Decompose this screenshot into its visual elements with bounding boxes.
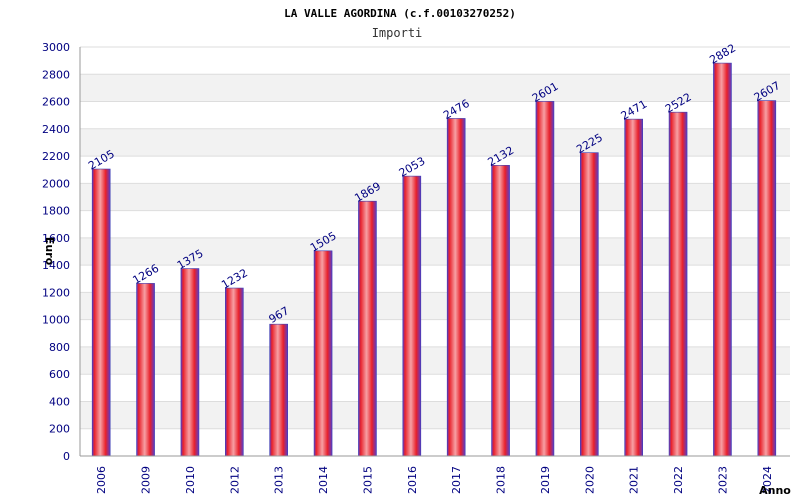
y-tick-label: 0 xyxy=(63,450,70,463)
y-tick-label: 2400 xyxy=(42,123,70,136)
x-tick-label: 2018 xyxy=(495,466,508,494)
x-tick-label: 2019 xyxy=(539,466,552,494)
grid-band xyxy=(80,47,790,75)
chart-title: LA VALLE AGORDINA (c.f.00103270252) xyxy=(284,7,516,20)
x-tick-label: 2024 xyxy=(761,466,774,494)
y-tick-label: 400 xyxy=(49,395,70,408)
x-tick-label: 2016 xyxy=(406,466,419,494)
bar xyxy=(313,250,333,457)
bar xyxy=(535,101,555,457)
x-tick-label: 2022 xyxy=(672,466,685,494)
y-tick-label: 800 xyxy=(49,341,70,354)
x-tick-label: 2017 xyxy=(450,466,463,494)
bar xyxy=(668,111,688,457)
chart-subtitle: Importi xyxy=(372,26,423,40)
x-tick-label: 2010 xyxy=(184,466,197,494)
bar xyxy=(358,200,377,457)
y-tick-label: 1200 xyxy=(42,286,70,299)
x-tick-label: 2015 xyxy=(361,466,374,494)
x-tick-label: 2020 xyxy=(583,466,596,494)
x-tick-label: 2014 xyxy=(317,466,330,494)
grid-band xyxy=(80,74,790,102)
bar xyxy=(580,152,599,457)
x-tick-label: 2009 xyxy=(140,466,153,494)
y-tick-label: 2600 xyxy=(42,96,70,109)
y-tick-label: 600 xyxy=(49,368,70,381)
y-tick-label: 2200 xyxy=(42,150,70,163)
bar xyxy=(180,268,200,457)
bar xyxy=(624,118,643,457)
bar xyxy=(491,165,510,457)
bar xyxy=(225,287,244,457)
x-tick-label: 2012 xyxy=(228,466,241,494)
x-tick-label: 2023 xyxy=(716,466,729,494)
bar xyxy=(269,323,288,457)
bar xyxy=(402,175,422,457)
bar xyxy=(757,100,777,457)
y-tick-label: 1400 xyxy=(42,259,70,272)
bar xyxy=(446,118,466,457)
y-tick-label: 1000 xyxy=(42,314,70,327)
bar xyxy=(136,283,155,457)
y-axis-ticks: 0 200 400 600 800 1000 1200 1400 1600 1800 2000 220… xyxy=(42,41,70,463)
x-axis-label: Anno xyxy=(759,484,791,497)
y-tick-label: 1800 xyxy=(42,205,70,218)
x-tick-label: 2006 xyxy=(95,466,108,494)
x-axis-ticks: 2006 2009 2010 2012 2013 2014 2015 2016 2017 2018… xyxy=(95,466,774,494)
y-tick-label: 2000 xyxy=(42,177,70,190)
x-tick-label: 2021 xyxy=(628,466,641,494)
bar xyxy=(91,168,111,457)
y-tick-label: 2800 xyxy=(42,68,70,81)
x-tick-label: 2013 xyxy=(273,466,286,494)
bar xyxy=(713,62,732,457)
y-axis-label: Euro xyxy=(43,237,56,266)
y-tick-label: 1600 xyxy=(42,232,70,245)
y-tick-label: 3000 xyxy=(42,41,70,54)
y-tick-label: 200 xyxy=(49,423,70,436)
